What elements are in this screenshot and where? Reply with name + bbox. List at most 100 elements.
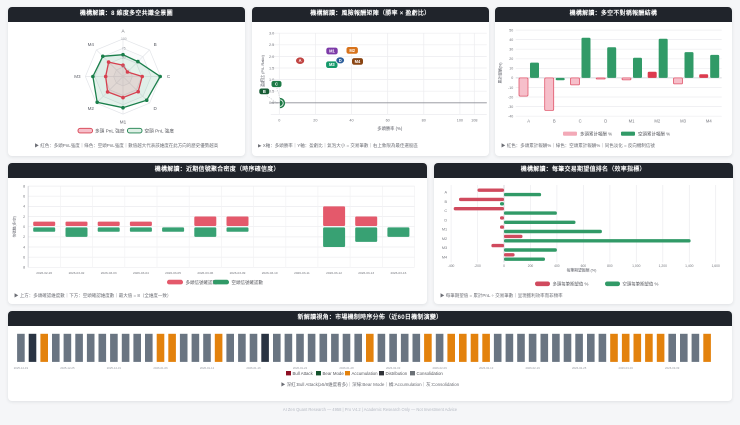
svg-text:2026-03-09: 2026-03-09: [230, 271, 246, 275]
svg-text:盈虧比 (P/L Ratio): 盈虧比 (P/L Ratio): [259, 54, 265, 87]
svg-text:2026-02-25: 2026-02-25: [572, 365, 587, 369]
svg-text:多頭累計報酬 %: 多頭累計報酬 %: [580, 131, 612, 138]
svg-text:200: 200: [527, 264, 533, 268]
svg-text:75: 75: [122, 46, 126, 50]
svg-text:2026-03-05: 2026-03-05: [165, 271, 181, 275]
svg-text:2026-01-16: 2026-01-16: [246, 365, 261, 369]
svg-text:2026-03-09: 2026-03-09: [665, 365, 680, 369]
svg-text:多頭 PnL 強度: 多頭 PnL 強度: [95, 127, 125, 134]
svg-text:M3: M3: [441, 246, 446, 250]
svg-text:M1: M1: [441, 228, 446, 232]
svg-text:8: 8: [23, 266, 25, 270]
svg-text:B: B: [553, 118, 556, 123]
svg-text:108: 108: [471, 119, 477, 123]
svg-text:M1: M1: [329, 49, 335, 54]
svg-text:M4: M4: [706, 118, 712, 123]
svg-text:Distribution: Distribution: [386, 370, 408, 375]
svg-text:B: B: [154, 42, 157, 47]
svg-text:6: 6: [23, 195, 25, 199]
svg-text:50: 50: [122, 56, 126, 60]
svg-text:C: C: [275, 81, 278, 86]
svg-text:4: 4: [23, 245, 25, 249]
svg-text:信號數(多/空): 信號數(多/空): [12, 216, 17, 237]
svg-text:累計報酬(%): 累計報酬(%): [498, 62, 503, 84]
svg-text:2026-03-11: 2026-03-11: [294, 271, 310, 275]
svg-text:C: C: [444, 209, 447, 213]
svg-text:2026-01-22: 2026-01-22: [293, 365, 308, 369]
svg-text:2026-02-19: 2026-02-19: [525, 365, 540, 369]
svg-text:800: 800: [607, 264, 613, 268]
svg-text:M2: M2: [655, 118, 661, 123]
svg-text:2025-12-31: 2025-12-31: [107, 365, 122, 369]
svg-text:-200: -200: [474, 264, 481, 268]
svg-text:M1: M1: [629, 118, 635, 123]
svg-text:A: A: [121, 28, 125, 33]
svg-text:0: 0: [278, 119, 280, 123]
svg-text:空頭每筆期望值 %: 空頭每筆期望值 %: [622, 281, 658, 288]
svg-text:80: 80: [421, 119, 425, 123]
svg-text:1.5: 1.5: [269, 66, 274, 70]
svg-text:1,400: 1,400: [685, 264, 693, 268]
svg-text:0: 0: [511, 76, 513, 80]
svg-text:1,600: 1,600: [711, 264, 719, 268]
svg-text:M2: M2: [441, 237, 446, 241]
svg-text:2025-12-25: 2025-12-25: [60, 365, 75, 369]
svg-text:2026-03-04: 2026-03-04: [133, 271, 149, 275]
svg-text:多頭勝率 (%): 多頭勝率 (%): [377, 125, 403, 132]
svg-text:C: C: [579, 118, 582, 123]
svg-text:2026-03-03: 2026-03-03: [619, 365, 634, 369]
svg-text:60: 60: [385, 119, 389, 123]
svg-text:M2: M2: [349, 48, 355, 53]
svg-text:Bull Attack: Bull Attack: [293, 370, 314, 375]
svg-text:2026-03-12: 2026-03-12: [326, 271, 342, 275]
svg-text:Accumulation: Accumulation: [352, 370, 379, 375]
svg-text:M1: M1: [120, 120, 127, 125]
svg-text:2026-02-09: 2026-02-09: [432, 365, 447, 369]
svg-text:空頭累計報酬 %: 空頭累計報酬 %: [638, 131, 670, 138]
svg-text:2026-03-03: 2026-03-03: [101, 271, 117, 275]
svg-text:0.5: 0.5: [269, 90, 274, 94]
svg-text:10: 10: [510, 67, 514, 71]
svg-text:B: B: [444, 200, 447, 204]
svg-text:6: 6: [23, 256, 25, 260]
svg-text:D: D: [444, 218, 447, 222]
svg-text:2026-02-03: 2026-02-03: [386, 365, 401, 369]
svg-text:A: A: [444, 191, 447, 195]
svg-text:2026-03-02: 2026-03-02: [69, 271, 85, 275]
svg-text:多頭信號確認數: 多頭信號確認數: [186, 279, 218, 286]
svg-text:2.0: 2.0: [269, 55, 274, 59]
svg-text:D: D: [154, 106, 158, 111]
svg-text:A: A: [298, 58, 301, 63]
svg-text:100: 100: [456, 119, 462, 123]
svg-text:2026-03-06: 2026-03-06: [197, 271, 213, 275]
svg-text:2026-03-16: 2026-03-16: [390, 271, 406, 275]
svg-text:M3: M3: [680, 118, 686, 123]
svg-text:C: C: [167, 74, 171, 79]
svg-text:20: 20: [510, 57, 514, 61]
svg-text:400: 400: [554, 264, 560, 268]
svg-text:2.5: 2.5: [269, 43, 274, 47]
svg-text:D: D: [338, 58, 341, 63]
svg-text:M3: M3: [329, 62, 335, 67]
svg-text:20: 20: [313, 119, 317, 123]
svg-text:2026-03-13: 2026-03-13: [358, 271, 374, 275]
svg-text:M4: M4: [354, 59, 360, 64]
svg-text:每筆期望報酬 (%): 每筆期望報酬 (%): [566, 268, 596, 273]
svg-text:1,000: 1,000: [632, 264, 640, 268]
svg-text:2026-01-06: 2026-01-06: [153, 365, 168, 369]
svg-text:A: A: [527, 118, 530, 123]
svg-text:-400: -400: [447, 264, 454, 268]
svg-text:30: 30: [510, 48, 514, 52]
svg-text:M2: M2: [88, 106, 95, 111]
svg-text:2025-12-19: 2025-12-19: [14, 365, 29, 369]
svg-text:4: 4: [23, 205, 25, 209]
svg-text:40: 40: [510, 38, 514, 42]
svg-text:Bear Mode: Bear Mode: [323, 370, 345, 375]
svg-text:2026-02-26: 2026-02-26: [36, 271, 52, 275]
svg-text:2026-01-12: 2026-01-12: [200, 365, 215, 369]
svg-text:M4: M4: [441, 255, 446, 259]
svg-text:100: 100: [121, 37, 127, 41]
svg-text:2: 2: [23, 235, 25, 239]
svg-text:2026-03-10: 2026-03-10: [262, 271, 278, 275]
svg-text:2026-02-13: 2026-02-13: [479, 365, 494, 369]
